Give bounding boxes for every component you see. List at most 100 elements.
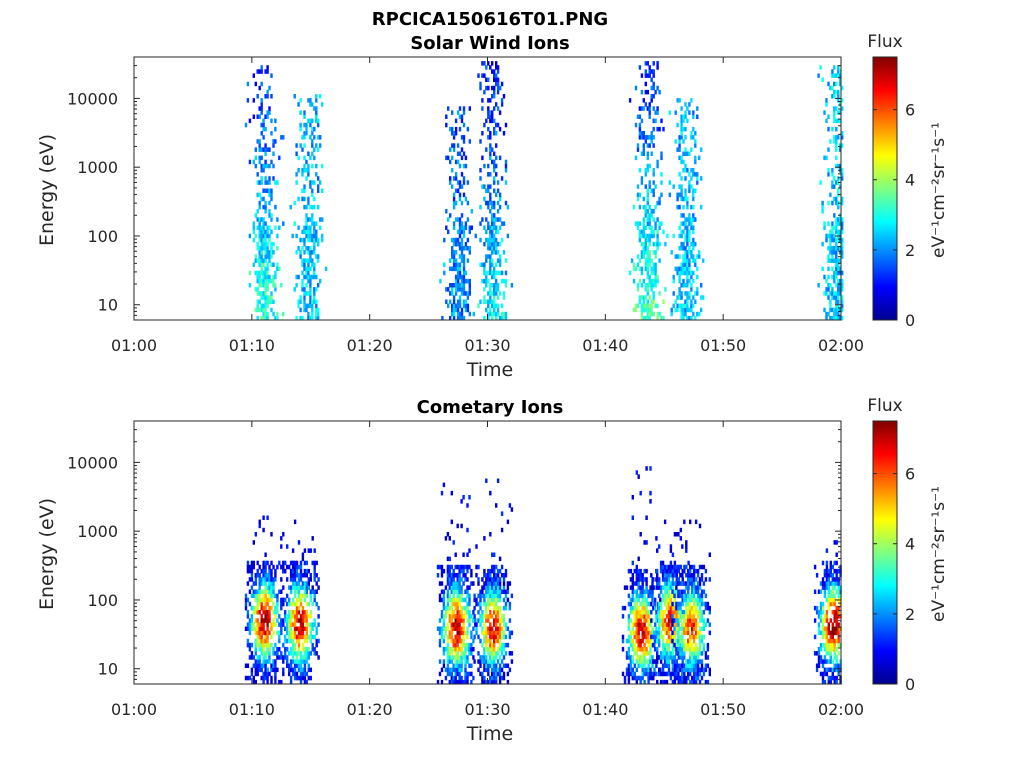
spectrogram-cell — [258, 597, 261, 603]
spectrogram-cell — [317, 622, 320, 627]
spectrogram-cell — [452, 622, 455, 627]
spectrogram-cell — [442, 614, 446, 619]
spectrogram-cell — [690, 270, 693, 276]
spectrogram-cell — [307, 548, 310, 553]
spectrogram-cell — [473, 634, 476, 640]
spectrogram-cell — [813, 634, 817, 640]
spectrogram-cell — [688, 262, 691, 267]
spectrogram-cell — [309, 577, 312, 582]
spectrogram-cell — [452, 638, 455, 644]
spectrogram-cell — [833, 89, 836, 95]
spectrogram-cell — [319, 180, 322, 185]
spectrogram-cell — [272, 250, 275, 255]
spectrogram-cell — [438, 638, 442, 644]
spectrogram-cell — [495, 663, 498, 668]
spectrogram-cell — [282, 532, 285, 537]
spectrogram-cell — [266, 147, 269, 152]
spectrogram-cell — [682, 168, 685, 173]
spectrogram-cell — [638, 221, 642, 226]
spectrogram-cell — [495, 573, 498, 578]
spectrogram-cell — [313, 548, 316, 553]
spectrogram-cell — [665, 614, 669, 619]
spectrogram-cell — [303, 225, 306, 230]
spectrogram-cell — [272, 647, 275, 652]
spectrogram-cell — [466, 675, 469, 681]
spectrogram-cell — [309, 638, 312, 644]
spectrogram-cell — [297, 299, 300, 304]
spectrogram-cell — [270, 679, 273, 685]
spectrogram-cell — [466, 295, 470, 300]
spectrogram-cell — [311, 151, 314, 156]
spectrogram-cell — [307, 675, 310, 681]
spectrogram-cell — [307, 311, 310, 317]
spectrogram-cell — [813, 651, 817, 656]
spectrogram-cell — [456, 638, 459, 644]
spectrogram-cell — [456, 303, 460, 309]
spectrogram-cell — [464, 597, 467, 603]
spectrogram-cell — [485, 605, 488, 611]
spectrogram-cell — [708, 610, 711, 615]
spectrogram-cell — [262, 675, 265, 681]
spectrogram-cell — [485, 642, 488, 648]
spectrogram-cell — [458, 126, 462, 132]
spectrogram-cell — [286, 564, 289, 570]
spectrogram-cell — [309, 229, 312, 235]
spectrogram-cell — [468, 618, 471, 623]
spectrogram-cell — [656, 61, 659, 66]
spectrogram-cell — [489, 225, 492, 230]
spectrogram-cell — [700, 176, 703, 181]
spectrogram-cell — [466, 527, 469, 533]
spectrogram-cell — [485, 634, 488, 640]
spectrogram-cell — [317, 311, 320, 317]
spectrogram-cell — [489, 209, 492, 214]
spectrogram-cell — [833, 250, 836, 255]
spectrogram-cell — [652, 85, 655, 91]
spectrogram-cell — [309, 573, 312, 578]
spectrogram-cell — [256, 601, 259, 607]
spectrogram-cell — [456, 618, 459, 623]
spectrogram-cell — [301, 283, 304, 288]
spectrogram-cell — [702, 589, 706, 594]
spectrogram-cell — [673, 642, 676, 648]
spectrogram-cell — [829, 315, 832, 321]
spectrogram-cell — [460, 241, 464, 247]
spectrogram-cell — [634, 122, 638, 128]
spectrogram-cell — [252, 581, 255, 586]
spectrogram-cell — [303, 258, 306, 263]
spectrogram-cell — [496, 634, 500, 640]
spectrogram-cell — [643, 568, 646, 574]
spectrogram-cell — [305, 614, 308, 619]
spectrogram-cell — [303, 626, 307, 631]
spectrogram-cell — [661, 638, 665, 644]
spectrogram-cell — [680, 295, 683, 300]
spectrogram-cell — [673, 663, 677, 668]
spectrogram-cell — [650, 98, 653, 103]
spectrogram-cell — [640, 283, 644, 288]
spectrogram-cell — [456, 151, 460, 156]
spectrogram-cell — [295, 626, 299, 631]
spectrogram-cell — [635, 581, 638, 586]
spectrogram-cell — [262, 118, 265, 124]
spectrogram-cell — [456, 143, 460, 148]
spectrogram-cell — [491, 118, 494, 124]
spectrogram-cell — [291, 568, 295, 574]
spectrogram-cell — [702, 642, 706, 648]
spectrogram-cell — [266, 266, 269, 272]
spectrogram-cell — [493, 651, 496, 656]
spectrogram-cell — [313, 291, 316, 296]
spectrogram-cell — [491, 597, 494, 603]
spectrogram-cell — [446, 626, 450, 631]
spectrogram-cell — [639, 618, 642, 623]
spectrogram-cell — [654, 250, 657, 255]
spectrogram-cell — [629, 610, 633, 615]
spectrogram-cell — [485, 618, 488, 623]
spectrogram-cell — [833, 593, 836, 599]
spectrogram-cell — [264, 589, 267, 594]
spectrogram-cell — [254, 597, 257, 603]
spectrogram-cell — [270, 131, 273, 136]
spectrogram-cell — [496, 287, 500, 292]
spectrogram-cell — [466, 126, 470, 132]
spectrogram-cell — [635, 659, 638, 664]
spectrogram-cell — [260, 577, 263, 582]
spectrogram-cell — [823, 647, 827, 652]
